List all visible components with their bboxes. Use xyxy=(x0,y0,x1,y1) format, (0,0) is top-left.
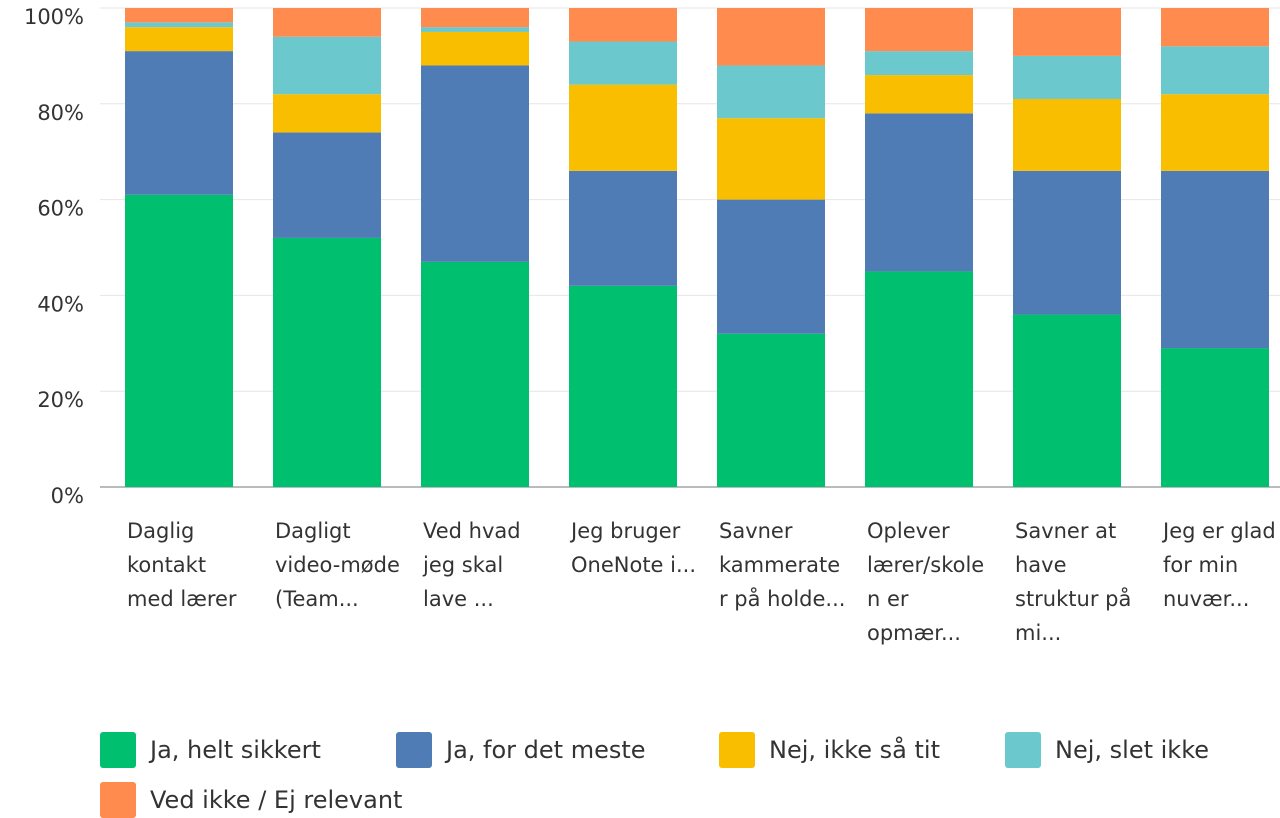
legend-swatch xyxy=(396,732,432,768)
legend-item: Nej, slet ikke xyxy=(1005,732,1209,768)
legend-swatch xyxy=(100,732,136,768)
bar-segment xyxy=(569,170,677,286)
bar-segment xyxy=(569,285,677,487)
bar-segment xyxy=(273,94,381,133)
bar-segment xyxy=(569,8,677,42)
bar-segment xyxy=(717,333,825,487)
bar-segment xyxy=(125,8,233,23)
bar-segment xyxy=(125,22,233,28)
legend-swatch xyxy=(719,732,755,768)
bar-segment xyxy=(1013,170,1121,315)
y-tick-label: 20% xyxy=(37,388,84,412)
bar-segment xyxy=(1013,314,1121,487)
bar-segment xyxy=(1161,348,1269,487)
bar-segment xyxy=(125,51,233,195)
bar-segment xyxy=(1161,46,1269,95)
bar-segment xyxy=(717,199,825,334)
bar-segment xyxy=(273,8,381,37)
bar-segment xyxy=(865,75,973,114)
bar-segment xyxy=(1161,170,1269,349)
legend-item: Nej, ikke så tit xyxy=(719,732,940,768)
legend-label: Ved ikke / Ej relevant xyxy=(150,786,403,814)
bar-segment xyxy=(125,194,233,487)
bar-segment xyxy=(273,237,381,487)
legend-item: Ja, for det meste xyxy=(396,732,646,768)
bar-segment xyxy=(569,84,677,171)
x-tick-label: Oplever lærer/skolen er opmær... xyxy=(867,519,985,645)
y-tick-label: 80% xyxy=(37,101,84,125)
y-tick-label: 0% xyxy=(51,484,84,508)
y-tick-label: 40% xyxy=(37,292,84,316)
bar-segment xyxy=(421,27,529,32)
x-tick-label: Savner at have struktur på mi... xyxy=(1015,519,1132,645)
legend-swatch xyxy=(1005,732,1041,768)
legend-swatch xyxy=(100,782,136,818)
x-tick-label: Savner kammerater på holde... xyxy=(719,519,846,611)
legend-label: Nej, ikke så tit xyxy=(769,736,940,764)
bar-segment xyxy=(865,51,973,76)
bar-segment xyxy=(865,113,973,272)
bar-segment xyxy=(273,132,381,238)
bar-segment xyxy=(1013,99,1121,171)
legend-label: Ja, for det meste xyxy=(446,736,646,764)
x-tick-label: Dagligt video-møde (Team... xyxy=(275,519,400,611)
bar-segment xyxy=(865,271,973,487)
x-tick-label: Jeg er glad for min nuvær... xyxy=(1163,519,1276,611)
bar-segment xyxy=(273,36,381,95)
x-tick-label: Daglig kontakt med lærer xyxy=(127,519,237,611)
legend-label: Ja, helt sikkert xyxy=(150,736,321,764)
legend-label: Nej, slet ikke xyxy=(1055,736,1209,764)
bar-segment xyxy=(569,41,677,85)
legend-item: Ved ikke / Ej relevant xyxy=(100,782,402,818)
bar-segment xyxy=(125,27,233,52)
bar-segment xyxy=(1161,8,1269,47)
bar-segment xyxy=(1013,55,1121,100)
bar-segment xyxy=(1161,94,1269,171)
x-tick-label: Jeg bruger OneNote i... xyxy=(571,519,697,577)
bar-segment xyxy=(421,8,529,28)
bar-segment xyxy=(865,8,973,52)
x-tick-label: Ved hvad jeg skal lave ... xyxy=(423,519,521,611)
legend-item: Ja, helt sikkert xyxy=(100,732,321,768)
bar-segment xyxy=(717,65,825,119)
y-tick-label: 100% xyxy=(24,5,84,29)
bar-segment xyxy=(717,118,825,200)
bar-segment xyxy=(1013,8,1121,56)
y-tick-label: 60% xyxy=(37,197,84,221)
bar-segment xyxy=(421,65,529,262)
bar-segment xyxy=(421,31,529,66)
bar-segment xyxy=(421,261,529,487)
bar-segment xyxy=(717,8,825,66)
